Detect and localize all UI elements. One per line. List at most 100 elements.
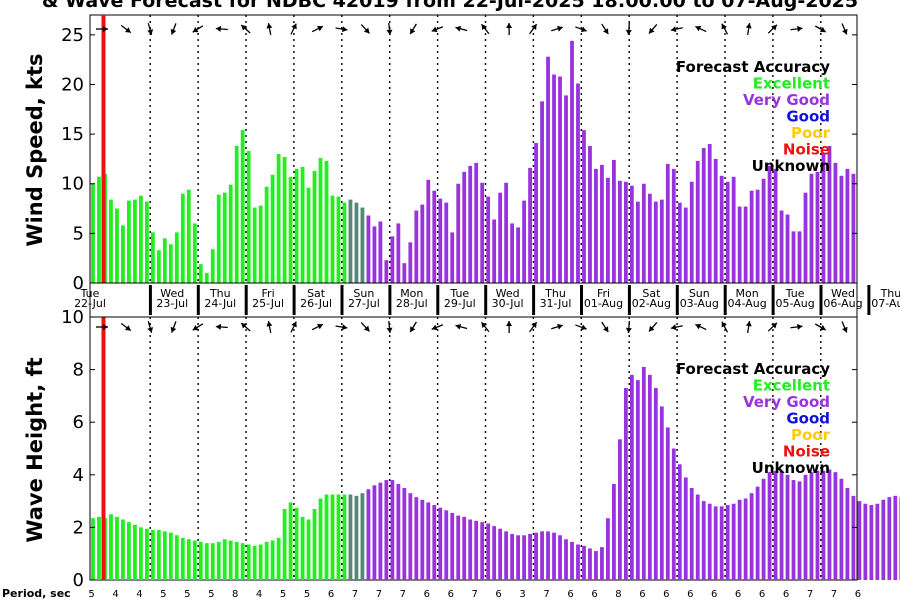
- wave-bar: [133, 524, 137, 580]
- wind-bar: [133, 199, 137, 283]
- wave-bar: [887, 497, 892, 580]
- wave-axis-title: Wave Height, ft: [23, 357, 47, 542]
- wave-bar: [354, 495, 359, 580]
- wave-y-tick-label: 0: [73, 570, 84, 591]
- period-title: Period, sec: [2, 587, 71, 600]
- day-date-label: 05-Aug: [775, 297, 814, 310]
- wind-bar: [186, 189, 191, 283]
- day-strip-frame: [89, 282, 858, 318]
- wind-bar: [270, 174, 275, 283]
- wave-bar: [396, 484, 401, 580]
- wind-bar: [833, 162, 838, 283]
- period-value: 6: [783, 589, 789, 600]
- wave-bar: [851, 495, 856, 580]
- wind-bar: [282, 156, 287, 283]
- wave-legend-item: Unknown: [752, 459, 830, 477]
- wave-bar: [420, 499, 425, 580]
- period-value: 5: [184, 589, 190, 600]
- wave-legend-item: Excellent: [753, 377, 830, 395]
- day-date-label: 06-Aug: [823, 297, 862, 310]
- direction-arrow-icon: [335, 324, 348, 331]
- wind-bar: [462, 171, 467, 283]
- wave-bar: [863, 503, 868, 580]
- period-value: 6: [735, 589, 741, 600]
- wind-bar: [192, 223, 197, 283]
- wave-bar: [288, 502, 293, 580]
- wave-bar: [653, 388, 658, 580]
- wave-bar: [893, 495, 898, 580]
- wave-bar: [222, 539, 227, 580]
- direction-arrow-icon: [745, 22, 752, 36]
- wind-y-tick-label: 20: [61, 74, 84, 95]
- wave-bar: [516, 535, 521, 580]
- period-value: 6: [663, 589, 669, 600]
- direction-arrow-icon: [648, 24, 658, 34]
- period-value: 4: [136, 589, 142, 600]
- direction-arrow-icon: [814, 25, 827, 33]
- wave-bar: [743, 498, 748, 580]
- day-name-label: Fri: [597, 287, 610, 300]
- wind-y-tick-label: 15: [61, 124, 84, 145]
- wind-bar: [653, 201, 658, 283]
- wind-bar: [486, 196, 491, 283]
- wind-bar: [767, 165, 772, 283]
- wind-bar: [773, 168, 778, 283]
- wave-bar: [785, 474, 790, 580]
- day-date-label: 29-Jul: [444, 297, 476, 310]
- wind-axis-title: Wind Speed, kts: [23, 53, 47, 246]
- wind-bar: [558, 76, 562, 283]
- direction-arrow-icon: [767, 322, 778, 332]
- wave-bar: [402, 487, 407, 580]
- period-value: 5: [304, 589, 310, 600]
- wave-bar: [300, 516, 305, 580]
- wind-bar: [528, 167, 532, 283]
- wave-bar: [606, 518, 610, 580]
- day-date-label: 01-Aug: [584, 297, 623, 310]
- day-date-label: 03-Aug: [680, 297, 719, 310]
- day-name-label: Tue: [80, 287, 100, 300]
- direction-arrow-icon: [670, 324, 683, 331]
- wind-bar: [695, 160, 700, 283]
- wind-bar: [659, 199, 664, 283]
- direction-arrow-icon: [409, 321, 417, 333]
- wave-bar: [121, 519, 125, 580]
- wind-bar: [378, 221, 383, 283]
- wind-bar: [450, 232, 455, 283]
- wave-bar: [348, 494, 353, 580]
- direction-arrow-icon: [790, 25, 803, 32]
- period-value: 8: [615, 589, 621, 600]
- day-date-label: 28-Jul: [396, 297, 428, 310]
- period-value: 3: [519, 589, 525, 600]
- wave-bar: [312, 508, 317, 580]
- wind-bar: [210, 249, 215, 283]
- wave-bar: [641, 366, 646, 580]
- wind-bar: [803, 192, 808, 283]
- wind-bar: [552, 74, 556, 283]
- wave-bar: [252, 545, 257, 580]
- wave-bar: [731, 503, 736, 580]
- wave-bar: [857, 501, 862, 580]
- direction-arrow-icon: [431, 26, 444, 33]
- wind-bar: [252, 207, 257, 283]
- wind-bar: [570, 40, 574, 284]
- wind-bar: [276, 153, 281, 283]
- direction-arrow-icon: [695, 323, 707, 331]
- wave-bar: [138, 527, 143, 580]
- wave-bar: [504, 531, 509, 580]
- wave-bar: [803, 474, 808, 580]
- period-value: 6: [855, 589, 861, 600]
- wave-bar: [881, 499, 886, 580]
- wind-bar: [546, 56, 550, 283]
- direction-arrow-icon: [601, 23, 609, 35]
- wave-bar: [342, 494, 347, 580]
- wind-bar: [785, 214, 790, 283]
- day-name-label: Mon: [735, 287, 758, 300]
- wind-bar: [300, 166, 305, 283]
- direction-arrow-icon: [96, 324, 108, 330]
- wind-bar: [294, 168, 299, 283]
- wind-bar: [498, 192, 503, 283]
- wind-bar: [719, 175, 724, 283]
- direction-arrow-icon: [625, 22, 632, 36]
- direction-arrow-icon: [767, 24, 778, 34]
